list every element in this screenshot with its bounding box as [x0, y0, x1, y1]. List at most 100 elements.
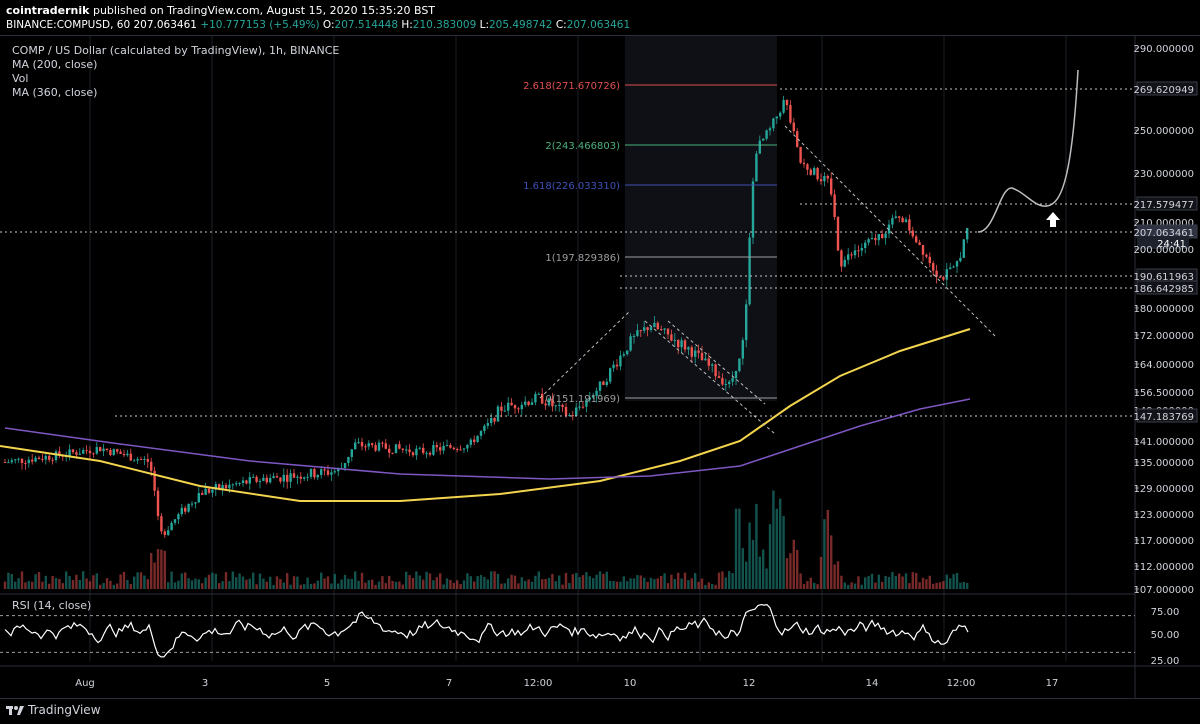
- volume-bar: [442, 584, 445, 589]
- volume-bar: [741, 548, 744, 589]
- volume-bar: [544, 578, 547, 589]
- candle-body: [816, 167, 819, 180]
- tradingview-logo-icon: [6, 706, 24, 715]
- candle-body: [585, 399, 588, 407]
- candle-body: [187, 503, 190, 512]
- price-tick-label: 112.000000: [1134, 562, 1194, 573]
- candle-body: [666, 328, 670, 335]
- volume-bar: [500, 583, 503, 589]
- volume-bar: [932, 583, 935, 589]
- candle-body: [17, 458, 20, 460]
- candle-body: [323, 469, 326, 471]
- price-tick-label: 200.000000: [1134, 245, 1194, 256]
- volume-bar: [578, 577, 581, 589]
- volume-bar: [639, 575, 642, 589]
- candle-body: [102, 448, 105, 452]
- candle-body: [476, 435, 479, 442]
- candle-body: [952, 266, 955, 268]
- volume-bar: [962, 581, 965, 589]
- candle-body: [37, 457, 41, 460]
- candle-body: [605, 381, 608, 386]
- volume-bar: [153, 562, 156, 589]
- volume-bar: [48, 583, 51, 589]
- volume-bar: [629, 578, 632, 589]
- volume-bar: [704, 584, 707, 589]
- candle-body: [486, 423, 489, 426]
- rsi-tick-label: 25.00: [1151, 656, 1180, 667]
- volume-bar: [864, 577, 867, 589]
- candle-body: [207, 488, 211, 493]
- legend-ma200[interactable]: MA (200, close): [12, 58, 98, 71]
- volume-bar: [908, 583, 911, 589]
- candle-body: [649, 327, 653, 331]
- candle-body: [592, 395, 595, 398]
- candle-body: [881, 234, 884, 239]
- candle-body: [894, 216, 897, 218]
- price-tag-box: [1136, 196, 1198, 211]
- candle-body: [588, 397, 591, 400]
- candle-body: [898, 216, 901, 218]
- volume-bar: [806, 581, 809, 589]
- candle-body: [748, 237, 751, 305]
- candle-body: [136, 459, 139, 461]
- volume-bar: [949, 578, 952, 589]
- volume-bar: [490, 571, 493, 589]
- candle-body: [364, 446, 367, 448]
- candle-body: [320, 469, 323, 475]
- candle-body: [612, 364, 615, 369]
- volume-bar: [765, 568, 768, 589]
- candle-body: [843, 259, 846, 267]
- candle-body: [792, 122, 795, 132]
- chart-area[interactable]: 2.618(271.670726) 2(243.466803) 1.618(226.…: [0, 35, 1200, 698]
- volume-bar: [194, 578, 197, 589]
- footer-brand[interactable]: TradingView: [28, 703, 101, 717]
- candle-body: [258, 480, 262, 482]
- candle-body: [282, 474, 285, 482]
- volume-bar: [452, 582, 455, 589]
- volume-bar: [561, 584, 564, 589]
- volume-bar: [71, 579, 75, 589]
- candle-body: [357, 442, 360, 444]
- volume-bar: [466, 573, 469, 589]
- price-chart[interactable]: 2.618(271.670726) 2(243.466803) 1.618(226.…: [0, 36, 1200, 698]
- volume-bar: [721, 571, 724, 589]
- candle-body: [54, 451, 58, 461]
- candle-body: [656, 322, 659, 330]
- candle-body: [235, 483, 238, 485]
- volume-bar: [350, 578, 353, 589]
- volume-bar: [527, 579, 530, 589]
- legend-ma360[interactable]: MA (360, close): [12, 86, 98, 99]
- author-name[interactable]: cointradernik: [6, 4, 90, 17]
- candle-body: [394, 444, 398, 454]
- candle-body: [112, 449, 115, 455]
- volume-bar: [398, 581, 401, 589]
- volume-bar: [41, 581, 44, 589]
- candle-body: [663, 328, 666, 330]
- candle-body: [201, 493, 204, 495]
- candle-body: [687, 347, 690, 350]
- volume-bar: [799, 573, 802, 589]
- candle-body: [133, 460, 136, 462]
- candle-body: [411, 452, 415, 456]
- volume-bar: [877, 574, 880, 589]
- volume-bar: [904, 573, 908, 589]
- volume-bar: [503, 583, 506, 589]
- candle-body: [955, 261, 959, 267]
- volume-bar: [813, 582, 816, 589]
- volume-bar: [282, 582, 285, 589]
- legend-rsi[interactable]: RSI (14, close): [12, 599, 92, 612]
- volume-bar: [911, 572, 914, 589]
- legend-volume[interactable]: Vol: [12, 72, 29, 85]
- volume-bar: [894, 575, 897, 589]
- candle-body: [547, 398, 551, 406]
- volume-bar: [7, 572, 10, 589]
- volume-bar: [303, 584, 306, 589]
- price-tick-label: 107.000000: [1134, 585, 1194, 596]
- candle-body: [904, 219, 908, 223]
- volume-bar: [707, 582, 710, 589]
- candle-body: [959, 257, 962, 262]
- symbol-line: BINANCE:COMPUSD, 60: [6, 19, 131, 31]
- volume-bar: [789, 553, 792, 589]
- candle-body: [639, 330, 642, 332]
- price-tag-box: [1136, 408, 1198, 423]
